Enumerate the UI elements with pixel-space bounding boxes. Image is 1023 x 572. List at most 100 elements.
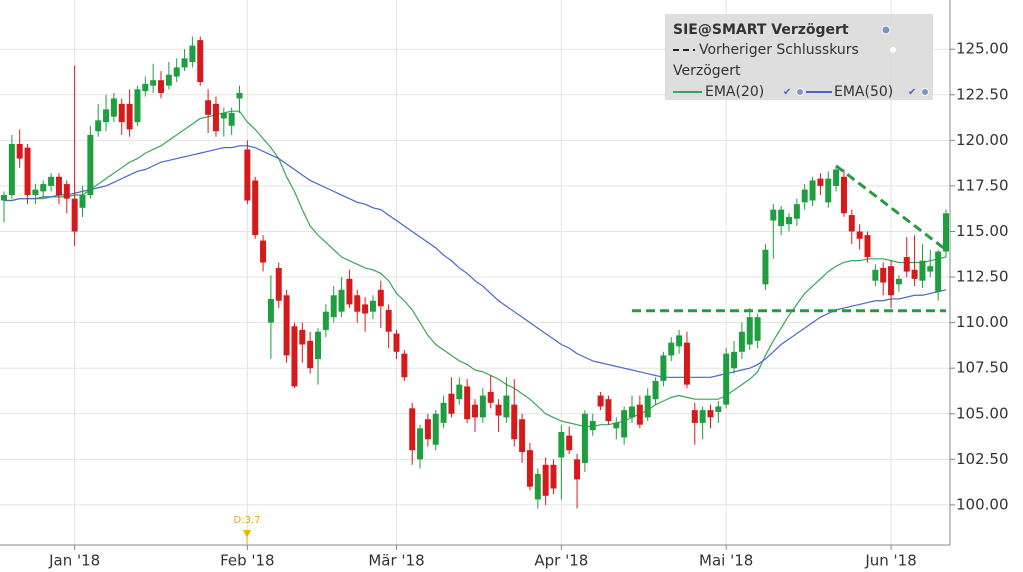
legend-icon[interactable]	[796, 88, 804, 96]
candle-body	[519, 419, 526, 453]
ema-line	[4, 110, 947, 428]
candle-body	[299, 329, 306, 345]
candle-body	[683, 342, 690, 385]
legend: SIE@SMART Verzögert Vorheriger Schlussku…	[665, 14, 933, 100]
y-tick-label: 115.00	[956, 222, 1009, 240]
candle-body	[393, 333, 400, 352]
candle-body	[362, 304, 369, 314]
candle-body	[432, 413, 439, 445]
y-tick-label: 112.50	[956, 268, 1009, 286]
candle-body	[338, 289, 345, 312]
candle-body	[503, 395, 510, 418]
candle-body	[534, 473, 541, 500]
candle-body	[464, 386, 471, 420]
candle-body	[566, 435, 573, 451]
candle-body	[158, 80, 164, 93]
candle-body	[793, 204, 800, 219]
candle-body	[629, 406, 635, 418]
legend-label: Vorheriger Schlusskurs	[699, 42, 859, 58]
candle-body	[911, 269, 918, 279]
candle-body	[205, 100, 212, 115]
candle-body	[291, 326, 298, 387]
candle-body	[589, 421, 596, 431]
candle-body	[103, 109, 110, 123]
candle-body	[895, 278, 902, 285]
y-tick-label: 125.00	[956, 40, 1009, 58]
candle-body	[79, 195, 86, 208]
candle-body	[613, 422, 620, 429]
candle-body	[189, 45, 196, 62]
legend-icon[interactable]	[881, 25, 891, 35]
legend-subtitle: Verzögert	[673, 63, 741, 79]
plot	[1, 36, 949, 509]
y-tick-label: 105.00	[956, 404, 1009, 422]
ema-line	[4, 145, 947, 378]
candle-body	[236, 92, 243, 99]
legend-icon[interactable]: ✔	[783, 87, 791, 98]
candle-body	[699, 410, 706, 423]
candle-body	[315, 331, 321, 360]
candle-body	[927, 266, 934, 272]
candle-body	[644, 395, 651, 418]
candle-body	[134, 89, 141, 123]
candle-body	[283, 295, 290, 356]
y-tick-label: 110.00	[956, 313, 1009, 331]
x-tick-label: Mai '18	[699, 552, 753, 570]
candle-body	[903, 257, 910, 272]
candle-body	[660, 355, 667, 381]
candle-body	[95, 120, 102, 132]
candle-body	[550, 464, 557, 489]
candle-body	[888, 266, 895, 296]
candle-body	[181, 58, 188, 68]
candle-body	[526, 450, 533, 487]
candle-body	[943, 213, 949, 252]
candle-body	[605, 399, 612, 422]
candle-body	[495, 404, 502, 416]
dividend-arrow	[243, 530, 251, 538]
candle-body	[542, 464, 549, 496]
candle-body	[472, 404, 478, 418]
legend-title: SIE@SMART Verzögert	[673, 22, 849, 38]
candle-body	[322, 311, 329, 330]
candle-body	[801, 189, 808, 203]
candle-body	[754, 317, 761, 341]
candle-body	[417, 428, 424, 460]
candle-body	[809, 180, 816, 201]
candle-body	[32, 189, 39, 196]
candle-body	[817, 178, 824, 186]
candle-body	[731, 351, 738, 369]
candle-body	[825, 178, 832, 203]
candle-body	[385, 309, 392, 332]
y-tick-label: 100.00	[956, 495, 1009, 513]
candle-body	[448, 393, 455, 414]
trend-line	[835, 164, 947, 251]
candle-body	[636, 404, 643, 425]
legend-icon[interactable]	[890, 47, 896, 53]
candle-body	[48, 176, 55, 186]
x-tick-label: Jun '18	[864, 552, 916, 570]
candle-body	[652, 380, 659, 400]
candle-body	[778, 209, 785, 227]
candle-body	[424, 419, 431, 440]
y-tick-label: 122.50	[956, 85, 1009, 103]
candle-body	[840, 176, 847, 214]
candle-body	[676, 335, 683, 347]
candle-body	[621, 410, 628, 438]
candle-body	[63, 184, 70, 199]
candle-body	[197, 40, 204, 83]
legend-label: EMA(50)	[834, 84, 893, 100]
candle-body	[377, 289, 384, 307]
x-tick-label: Mär '18	[368, 552, 424, 570]
dividend-marker: D:3.7	[234, 515, 260, 545]
candle-body	[762, 249, 769, 285]
x-tick-label: Apr '18	[534, 552, 588, 570]
candle-body	[880, 267, 887, 283]
legend-label: EMA(20)	[705, 84, 764, 100]
candle-body	[228, 113, 235, 126]
candle-body	[1, 195, 7, 201]
candle-body	[55, 176, 62, 196]
candle-body	[126, 103, 133, 130]
legend-icon[interactable]: ✔	[908, 87, 916, 98]
legend-icon[interactable]	[921, 88, 929, 96]
